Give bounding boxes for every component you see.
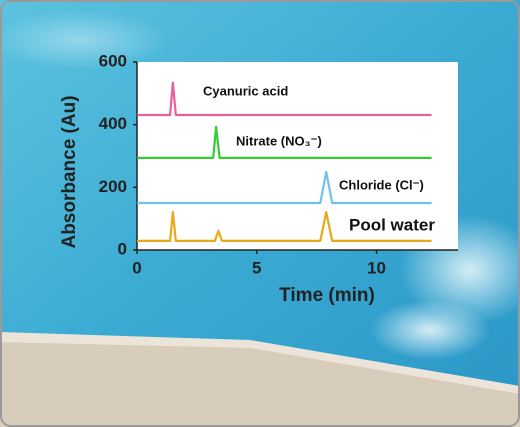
x-tick-label: 10: [367, 258, 386, 277]
series-label: Nitrate (NO₃⁻): [236, 133, 322, 148]
series-label: Cyanuric acid: [203, 83, 288, 98]
series-label: Chloride (Cl⁻): [339, 177, 424, 192]
series-line: [137, 81, 432, 117]
x-axis-title: Time (min): [279, 285, 375, 306]
series-line: [137, 125, 432, 159]
plot-area: [137, 62, 458, 250]
y-tick-label: 0: [118, 239, 127, 258]
y-tick-label: 600: [99, 51, 127, 70]
series-line: [137, 211, 432, 242]
y-tick-label: 200: [99, 177, 127, 196]
x-tick-label: 5: [252, 258, 261, 277]
series-label: Pool water: [349, 215, 435, 234]
y-tick-label: 400: [99, 114, 127, 133]
x-tick-label: 0: [132, 258, 141, 277]
y-axis-title: Absorbance (Au): [59, 95, 80, 248]
series-line: [137, 170, 432, 205]
